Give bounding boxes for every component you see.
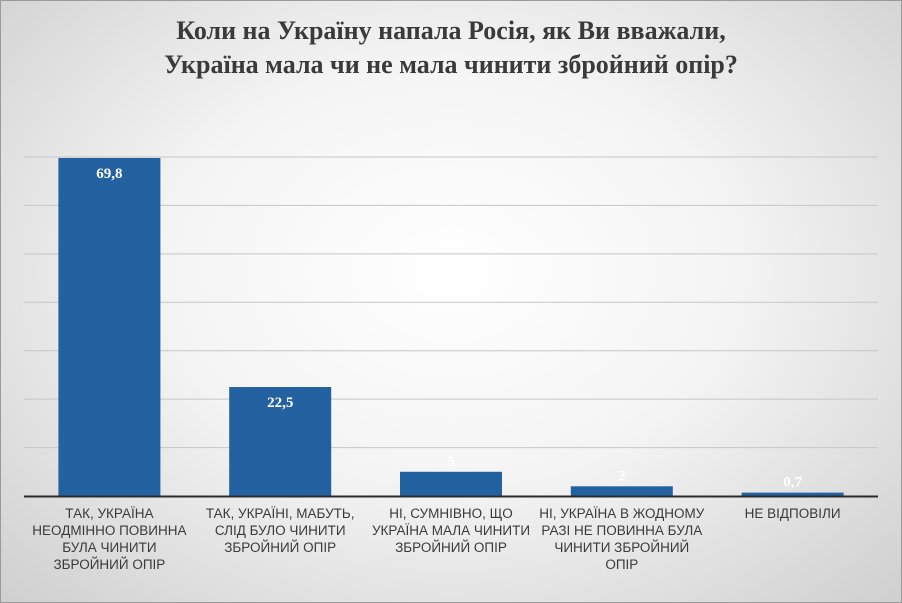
- data-label: 69,8: [96, 166, 122, 182]
- category-label: НІ, СУМНІВНО, ЩО УКРАЇНА МАЛА ЧИНИТИ ЗБР…: [371, 506, 531, 555]
- data-label: 0,7: [783, 475, 802, 491]
- chart-title: Коли на Україну напала Росія, як Ви вваж…: [0, 14, 902, 82]
- bar: [570, 486, 673, 496]
- category-label: НІ, УКРАЇНА В ЖОДНОМУ РАЗІ НЕ ПОВИННА БУ…: [539, 506, 705, 572]
- category-label: НЕ ВІДПОВІЛИ: [744, 506, 841, 521]
- bar: [58, 157, 161, 496]
- data-label: 2: [618, 468, 626, 484]
- bar: [229, 387, 332, 496]
- data-label: 5: [447, 454, 455, 470]
- category-label: ТАК, УКРАЇНА НЕОДМІННО ПОВИННА БУЛА ЧИНИ…: [32, 506, 187, 572]
- bar: [400, 471, 502, 496]
- category-label: ТАК, УКРАЇНІ, МАБУТЬ, СЛІД БУЛО ЧИНИТИ З…: [205, 506, 355, 555]
- chart-title-line-1: Коли на Україну напала Росія, як Ви вваж…: [176, 16, 726, 45]
- data-label: 22,5: [267, 395, 293, 411]
- chart-title-line-2: Україна мала чи не мала чинити збройний …: [164, 50, 738, 79]
- bar: [741, 492, 844, 496]
